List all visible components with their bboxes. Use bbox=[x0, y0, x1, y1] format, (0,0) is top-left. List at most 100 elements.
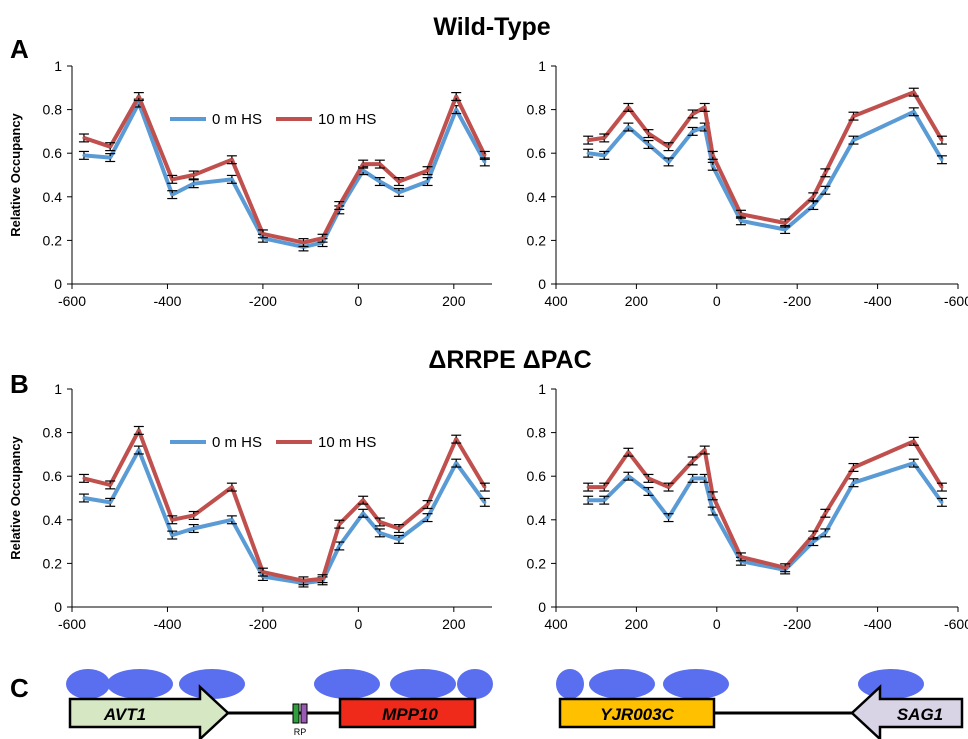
x-tick-label: -200 bbox=[249, 616, 277, 632]
y-tick-label: 0.2 bbox=[527, 232, 547, 248]
data-point bbox=[586, 138, 590, 142]
series-line-0 bbox=[83, 448, 487, 585]
y-tick-label: 0.4 bbox=[527, 512, 547, 528]
data-point bbox=[691, 112, 695, 116]
data-point bbox=[711, 153, 715, 157]
x-tick-label: 0 bbox=[713, 293, 721, 309]
rp-label: RP bbox=[294, 727, 307, 737]
x-tick-label: 200 bbox=[442, 293, 466, 309]
rp-element bbox=[292, 703, 300, 724]
x-tick-label: 200 bbox=[625, 616, 649, 632]
data-point bbox=[711, 164, 715, 168]
data-point bbox=[646, 489, 650, 493]
data-point bbox=[397, 190, 401, 194]
panel-label-a: A bbox=[10, 34, 29, 64]
data-point bbox=[667, 145, 671, 149]
data-point bbox=[912, 439, 916, 443]
data-point bbox=[940, 500, 944, 504]
gene-box-yjr003c bbox=[558, 697, 716, 729]
x-tick-label: 0 bbox=[713, 616, 721, 632]
data-point bbox=[811, 195, 815, 199]
y-tick-label: 0.4 bbox=[527, 189, 547, 205]
data-point bbox=[667, 160, 671, 164]
y-tick-label: 0.8 bbox=[527, 425, 547, 441]
data-point bbox=[646, 132, 650, 136]
data-point bbox=[940, 138, 944, 142]
data-point bbox=[378, 531, 382, 535]
data-point bbox=[940, 158, 944, 162]
data-point bbox=[454, 437, 458, 441]
data-point bbox=[337, 544, 341, 548]
y-tick-label: 0.2 bbox=[43, 232, 63, 248]
data-point bbox=[170, 177, 174, 181]
data-point bbox=[626, 105, 630, 109]
data-point bbox=[483, 485, 487, 489]
y-tick-label: 1 bbox=[538, 58, 546, 74]
x-tick-label: -400 bbox=[864, 616, 892, 632]
y-tick-label: 0.2 bbox=[527, 555, 547, 571]
data-point bbox=[321, 236, 325, 240]
data-point bbox=[108, 156, 112, 160]
nucleosome bbox=[556, 669, 584, 699]
data-point bbox=[586, 498, 590, 502]
gene-label-sag1: SAG1 bbox=[897, 705, 943, 724]
x-tick-label: -600 bbox=[58, 616, 86, 632]
data-point bbox=[912, 461, 916, 465]
data-point bbox=[137, 428, 141, 432]
x-tick-label: 0 bbox=[354, 293, 362, 309]
y-tick-label: 0 bbox=[54, 276, 62, 292]
data-point bbox=[703, 105, 707, 109]
data-point bbox=[397, 180, 401, 184]
x-tick-label: 200 bbox=[625, 293, 649, 309]
series-line-1 bbox=[587, 90, 944, 225]
gene-arrow-avt1 bbox=[68, 684, 230, 739]
x-tick-label: -400 bbox=[153, 293, 181, 309]
data-point bbox=[711, 509, 715, 513]
x-tick-label: 400 bbox=[544, 293, 568, 309]
data-point bbox=[170, 518, 174, 522]
data-point bbox=[82, 153, 86, 157]
data-point bbox=[602, 153, 606, 157]
y-axis-label: Relative Occupancy bbox=[8, 435, 23, 559]
chart-b-right: 0 0.2 0.4 0.6 0.8 1 400 200 0 -200 -400 -600 bbox=[527, 381, 968, 632]
legend-label-0: 0 m HS bbox=[212, 434, 262, 451]
data-point bbox=[940, 485, 944, 489]
data-point bbox=[230, 485, 234, 489]
data-point bbox=[137, 448, 141, 452]
data-point bbox=[711, 494, 715, 498]
x-tick-label: -600 bbox=[58, 293, 86, 309]
data-point bbox=[108, 483, 112, 487]
data-point bbox=[483, 160, 487, 164]
data-point bbox=[691, 129, 695, 133]
data-point bbox=[192, 527, 196, 531]
series-line-1 bbox=[588, 439, 944, 570]
data-point bbox=[811, 540, 815, 544]
gene-box-mpp10 bbox=[338, 697, 477, 729]
legend-label-1: 10 m HS bbox=[318, 434, 376, 451]
data-point bbox=[378, 520, 382, 524]
data-point bbox=[851, 114, 855, 118]
y-tick-label: 0 bbox=[538, 276, 546, 292]
data-point bbox=[823, 511, 827, 515]
data-point bbox=[586, 151, 590, 155]
data-point bbox=[823, 531, 827, 535]
data-point bbox=[192, 173, 196, 177]
data-point bbox=[851, 138, 855, 142]
data-point bbox=[361, 511, 365, 515]
data-point bbox=[851, 465, 855, 469]
x-tick-label: 400 bbox=[544, 616, 568, 632]
data-point bbox=[783, 228, 787, 231]
data-point bbox=[361, 169, 365, 173]
data-point bbox=[426, 169, 430, 173]
data-point bbox=[337, 204, 341, 208]
nucleosome bbox=[663, 669, 729, 699]
x-tick-label: -600 bbox=[944, 293, 968, 309]
data-point bbox=[739, 219, 743, 223]
data-point bbox=[703, 476, 707, 480]
y-tick-label: 0.6 bbox=[527, 145, 547, 161]
nucleosome bbox=[589, 669, 655, 699]
data-point bbox=[646, 476, 650, 480]
series-line-1 bbox=[83, 94, 487, 245]
data-point bbox=[454, 461, 458, 465]
x-tick-label: -200 bbox=[783, 616, 811, 632]
